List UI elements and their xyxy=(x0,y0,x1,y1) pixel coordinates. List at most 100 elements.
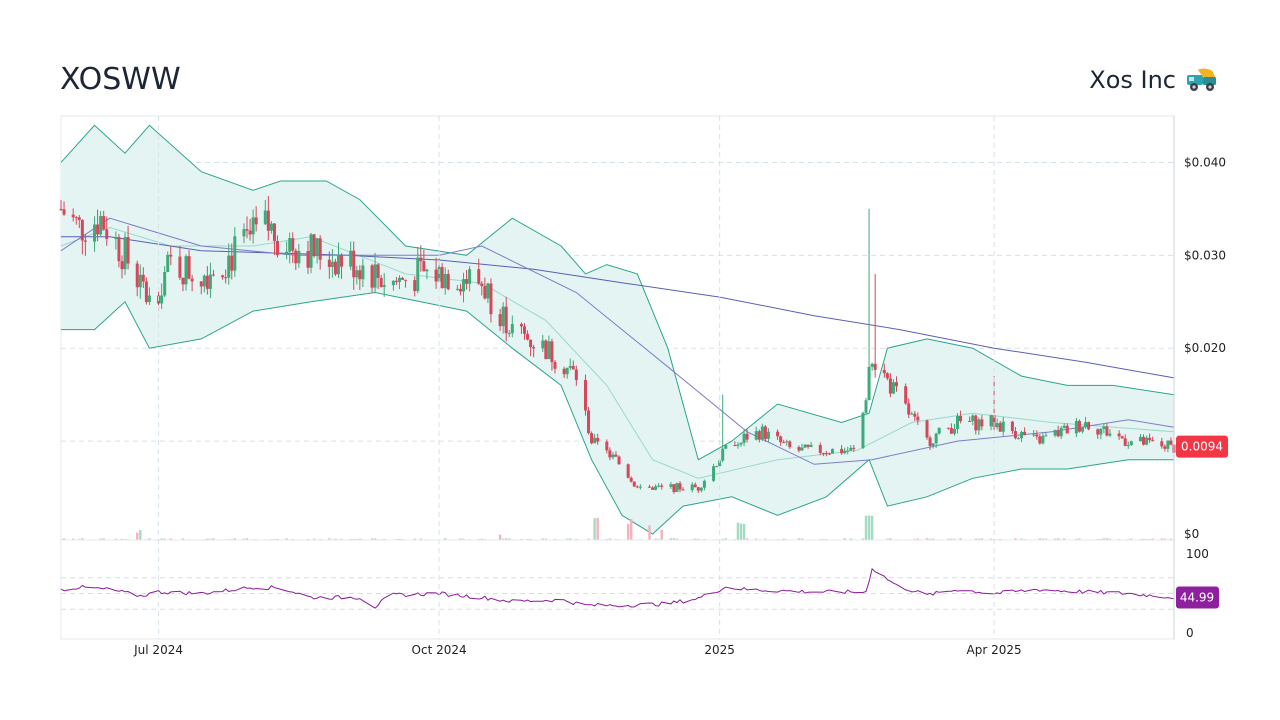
candle-body xyxy=(1169,440,1173,445)
candle-body xyxy=(77,217,81,220)
volume-bar xyxy=(721,538,724,540)
candle-body xyxy=(294,250,298,264)
candle-body xyxy=(248,230,252,235)
volume-bar xyxy=(742,523,746,540)
candle-body xyxy=(242,229,246,237)
volume-bar xyxy=(800,538,804,540)
volume-bar xyxy=(373,538,377,540)
candle-body xyxy=(376,264,380,278)
candle-body xyxy=(934,433,938,444)
volume-bar xyxy=(444,538,447,540)
volume-bar xyxy=(675,538,679,540)
candle-body xyxy=(867,366,871,401)
volume-bar xyxy=(544,538,548,540)
candle-body xyxy=(571,365,575,370)
volume-bar xyxy=(724,538,727,540)
x-tick-label: Oct 2024 xyxy=(412,643,467,657)
candle-body xyxy=(382,285,386,287)
candle-body xyxy=(144,281,148,303)
candle-body xyxy=(678,483,682,490)
volume-bar xyxy=(285,538,288,540)
candle-body xyxy=(190,278,194,282)
candle-body xyxy=(315,238,319,257)
candle-body xyxy=(885,373,889,379)
candle-body xyxy=(443,274,447,289)
candle-body xyxy=(925,420,929,438)
volume-bar xyxy=(370,538,374,540)
candle-body xyxy=(349,250,353,267)
candle-body xyxy=(480,283,484,287)
volume-bar xyxy=(136,532,139,540)
candle-body xyxy=(818,444,822,453)
candle-body xyxy=(285,251,289,255)
candle-body xyxy=(138,274,142,288)
candle-body xyxy=(330,261,334,267)
candle-body xyxy=(352,250,356,278)
volume-bar xyxy=(843,538,846,540)
candle-body xyxy=(541,340,545,349)
candle-body xyxy=(336,255,340,275)
candle-body xyxy=(230,255,234,271)
candle-body xyxy=(1059,427,1063,437)
candle-body xyxy=(83,240,87,242)
volume-bar xyxy=(1105,538,1109,540)
candle-body xyxy=(995,423,999,428)
candle-body xyxy=(654,486,658,490)
volume-bar xyxy=(1108,538,1112,540)
candle-body xyxy=(626,464,630,478)
volume-bar xyxy=(1038,538,1042,540)
candle-body xyxy=(974,415,978,431)
candle-body xyxy=(562,368,566,375)
candle-body xyxy=(614,454,618,457)
volume-bar xyxy=(498,534,502,540)
volume-bar xyxy=(587,538,590,540)
candle-body xyxy=(318,238,322,260)
candle-body xyxy=(178,256,182,278)
volume-bar xyxy=(947,538,950,540)
candle-body xyxy=(648,486,652,488)
volume-bar xyxy=(206,538,209,540)
candle-body xyxy=(391,280,395,286)
candle-body xyxy=(699,487,703,491)
volume-bar xyxy=(889,538,892,540)
candle-body xyxy=(675,483,679,492)
volume-bar xyxy=(1102,538,1106,540)
volume-bar xyxy=(358,538,362,540)
candle-body xyxy=(373,264,377,288)
candle-body xyxy=(1099,428,1103,435)
volume-bar xyxy=(480,538,484,540)
candle-body xyxy=(440,267,444,289)
volume-bar xyxy=(160,538,163,540)
candle-body xyxy=(827,453,831,455)
candle-body xyxy=(120,261,124,270)
candle-body xyxy=(785,441,789,443)
candle-body xyxy=(971,415,975,422)
volume-bar xyxy=(870,515,874,540)
volume-bar xyxy=(508,538,511,540)
volume-bar xyxy=(657,538,660,540)
candle-body xyxy=(291,238,295,251)
volume-bar xyxy=(1163,538,1167,540)
volume-bar xyxy=(596,517,599,540)
candle-body xyxy=(596,437,600,442)
volume-bar xyxy=(1075,538,1078,540)
candle-body xyxy=(669,484,673,487)
volume-bar xyxy=(352,538,355,540)
candle-body xyxy=(1062,425,1066,428)
candle-body xyxy=(489,283,493,315)
candle-body xyxy=(608,450,612,458)
candle-body xyxy=(199,281,203,287)
x-tick-label: Jul 2024 xyxy=(133,643,183,657)
volume-bar xyxy=(660,529,663,540)
price-tick-label: $0.020 xyxy=(1184,341,1226,355)
candle-body xyxy=(693,484,697,488)
candle-body xyxy=(510,324,514,334)
candle-body xyxy=(712,466,716,481)
candle-body xyxy=(937,427,941,434)
candle-body xyxy=(690,484,694,491)
candle-body xyxy=(160,295,164,304)
candle-body xyxy=(870,363,874,367)
price-tick-label: $0.040 xyxy=(1184,155,1226,169)
candle-body xyxy=(1020,431,1024,439)
candle-body xyxy=(1013,431,1017,439)
